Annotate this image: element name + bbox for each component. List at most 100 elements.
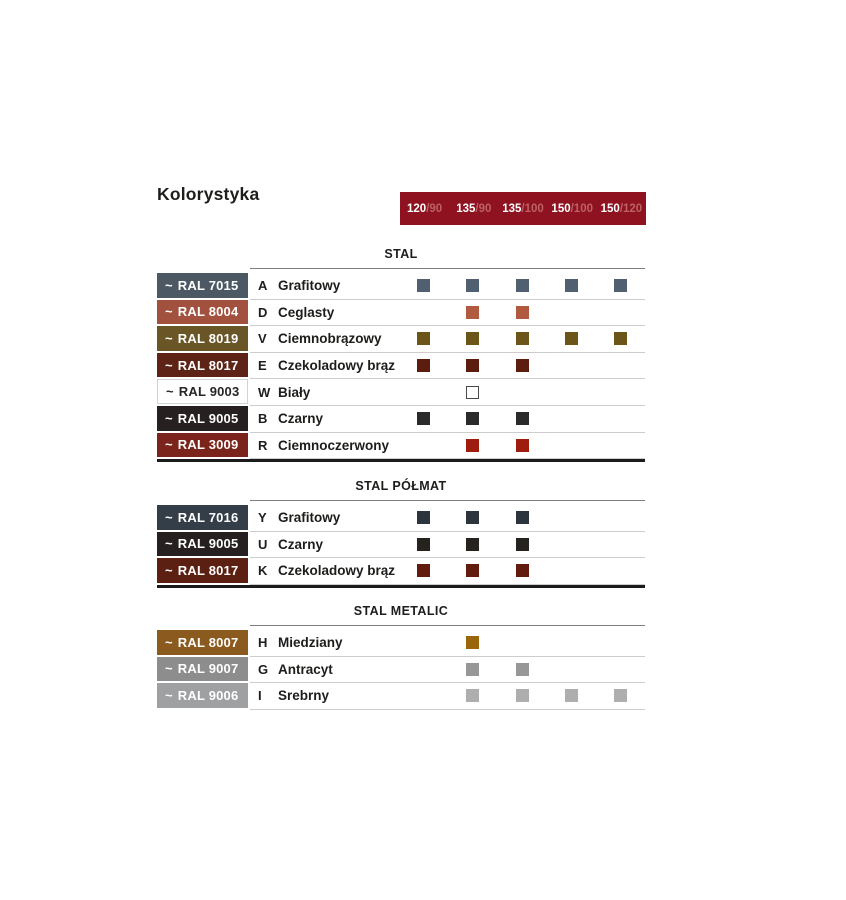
availability-cell xyxy=(448,406,497,432)
ral-swatch: ~ RAL 8004 xyxy=(157,299,248,325)
tilde-mark: ~ xyxy=(165,304,173,320)
size-main: 135 xyxy=(456,202,476,215)
availability-square xyxy=(613,689,627,703)
ral-swatch: ~ RAL 9003 xyxy=(157,379,248,404)
ral-code-label: RAL 9005 xyxy=(177,410,239,426)
availability-cell xyxy=(399,558,448,584)
table-row: ~ RAL 9006 I Srebrny xyxy=(157,683,645,710)
availability-cells xyxy=(399,379,645,405)
availability-cell xyxy=(399,379,448,405)
size-sub: /100 xyxy=(521,202,544,215)
row-content: U Czarny xyxy=(250,532,645,559)
availability-cell xyxy=(497,326,546,352)
section-heading: STAL PÓŁMAT xyxy=(355,479,447,493)
availability-cell xyxy=(399,505,448,531)
availability-cells xyxy=(399,273,645,299)
availability-cells xyxy=(399,300,645,326)
availability-cell xyxy=(448,433,497,459)
size-label: 135/100 xyxy=(498,203,547,215)
table-row: ~ RAL 9005 U Czarny xyxy=(157,531,645,559)
ral-swatch: ~ RAL 8017 xyxy=(157,558,248,583)
availability-cell xyxy=(547,433,596,459)
availability-cell xyxy=(497,273,546,299)
ral-code-label: RAL 7016 xyxy=(177,509,239,525)
availability-cell xyxy=(448,505,497,531)
availability-cell xyxy=(547,326,596,352)
row-content: I Srebrny xyxy=(250,683,645,710)
section-rows: ~ RAL 7015 A Grafitowy ~ RAL 8004 D Ceglasty ~ RA… xyxy=(157,273,645,463)
availability-cell xyxy=(497,683,546,709)
row-content: K Czekoladowy brąz xyxy=(250,558,645,585)
availability-square xyxy=(564,332,578,346)
availability-square xyxy=(515,359,529,373)
tilde-mark: ~ xyxy=(165,536,173,552)
ral-code-label: RAL 9006 xyxy=(177,687,239,703)
availability-cell xyxy=(596,353,645,379)
availability-cell xyxy=(547,273,596,299)
section-heading: STAL METALIC xyxy=(353,604,449,618)
table-row: ~ RAL 8017 K Czekoladowy brąz xyxy=(157,558,645,585)
availability-cell xyxy=(497,505,546,531)
availability-square xyxy=(515,662,529,676)
availability-cell xyxy=(448,326,497,352)
ral-code-label: RAL 8007 xyxy=(177,634,239,650)
color-name: Ceglasty xyxy=(278,304,335,320)
ral-code-label: RAL 9003 xyxy=(178,384,240,400)
color-name: Biały xyxy=(278,384,311,400)
availability-cell xyxy=(596,683,645,709)
availability-cell xyxy=(596,433,645,459)
availability-cell xyxy=(596,406,645,432)
availability-cell xyxy=(399,353,448,379)
ral-code-label: RAL 3009 xyxy=(177,437,239,453)
color-letter-code: K xyxy=(258,563,268,579)
availability-cells xyxy=(399,657,645,683)
availability-square xyxy=(466,537,480,551)
availability-cell xyxy=(399,683,448,709)
availability-cells xyxy=(399,630,645,656)
availability-cell xyxy=(448,273,497,299)
availability-cell xyxy=(596,532,645,558)
availability-square xyxy=(466,636,480,650)
table-row: ~ RAL 7015 A Grafitowy xyxy=(157,273,645,300)
availability-cell xyxy=(448,558,497,584)
row-content: W Biały xyxy=(250,379,645,406)
size-main: 150 xyxy=(551,202,571,215)
availability-cell xyxy=(596,326,645,352)
availability-cells xyxy=(399,558,645,584)
ral-swatch: ~ RAL 9005 xyxy=(157,405,248,431)
table-row: ~ RAL 8004 D Ceglasty xyxy=(157,299,645,327)
availability-cell xyxy=(399,532,448,558)
availability-cell xyxy=(448,657,497,683)
table-row: ~ RAL 8017 E Czekoladowy brąz xyxy=(157,352,645,380)
tilde-mark: ~ xyxy=(166,384,174,400)
availability-square xyxy=(466,279,480,293)
color-letter-code: A xyxy=(258,278,268,294)
ral-code-label: RAL 9007 xyxy=(177,661,239,677)
ral-swatch: ~ RAL 8017 xyxy=(157,352,248,378)
tilde-mark: ~ xyxy=(165,687,173,703)
availability-cell xyxy=(547,630,596,656)
availability-square xyxy=(515,438,529,452)
size-sub: /100 xyxy=(570,202,593,215)
availability-cell xyxy=(399,630,448,656)
color-name: Antracyt xyxy=(278,661,333,677)
color-name: Grafitowy xyxy=(278,510,341,526)
availability-cells xyxy=(399,326,645,352)
availability-square xyxy=(564,689,578,703)
ral-code-label: RAL 8017 xyxy=(177,357,239,373)
availability-square xyxy=(613,332,627,346)
size-header-bar: 120/90 135/90 135/100 150/100 150/120 xyxy=(400,192,646,225)
color-letter-code: B xyxy=(258,411,268,427)
color-name: Czekoladowy brąz xyxy=(278,563,396,579)
availability-square xyxy=(515,689,529,703)
availability-cell xyxy=(399,326,448,352)
availability-square xyxy=(515,564,529,578)
table-row: ~ RAL 9005 B Czarny xyxy=(157,405,645,433)
color-name: Srebrny xyxy=(278,688,330,704)
color-letter-code: V xyxy=(258,331,267,347)
ral-swatch: ~ RAL 7015 xyxy=(157,273,248,298)
color-letter-code: U xyxy=(258,536,268,552)
color-letter-code: D xyxy=(258,304,268,320)
size-label: 150/120 xyxy=(597,203,646,215)
table-row: ~ RAL 7016 Y Grafitowy xyxy=(157,505,645,532)
